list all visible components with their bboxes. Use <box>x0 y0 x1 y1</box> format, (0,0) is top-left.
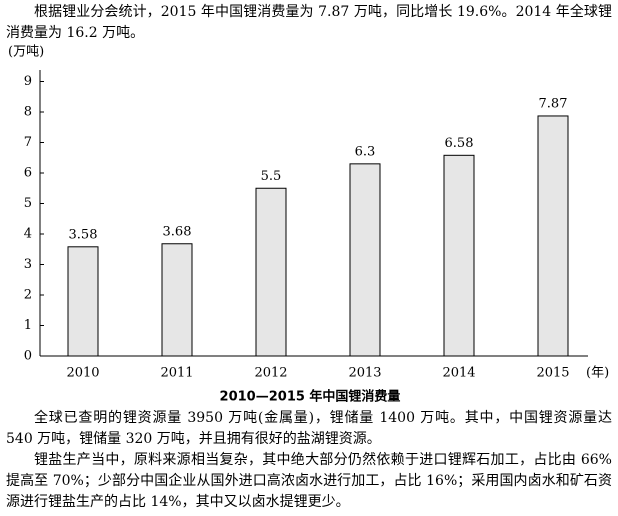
bar <box>67 246 99 357</box>
x-tick-label: 2012 <box>254 366 287 381</box>
value-label: 5.5 <box>261 169 282 184</box>
y-tick-label: 4 <box>24 227 32 242</box>
y-tick-label: 6 <box>24 166 32 181</box>
x-tick-label: 2013 <box>348 366 381 381</box>
value-label: 3.68 <box>163 224 192 239</box>
paragraph: 根据锂业分会统计，2015 年中国锂消费量为 7.87 万吨，同比增长 19.6… <box>6 4 612 41</box>
bar <box>255 187 287 357</box>
y-tick-label: 3 <box>24 257 32 272</box>
x-tick-label: 2010 <box>66 366 99 381</box>
y-tick-label: 0 <box>24 349 32 364</box>
x-axis-label: (年) <box>586 366 609 381</box>
paragraph: 全球已查明的锂资源量 3950 万吨(金属量)，锂储量 1400 万吨。其中，中… <box>6 410 612 447</box>
y-tick-label: 5 <box>24 196 32 211</box>
chart-title: 2010—2015 年中国锂消费量 <box>220 389 401 405</box>
x-tick-label: 2014 <box>442 366 475 381</box>
x-tick-label: 2015 <box>536 366 569 381</box>
chart: (万吨) (年) 2010—2015 年中国锂消费量 0 1 2 3 4 5 6 7 8 9 201… <box>8 45 609 405</box>
paragraph: 锂盐生产当中，原料来源相当复杂，其中绝大部分仍然依赖于进口锂辉石加工，占比由 6… <box>6 452 612 510</box>
bar <box>443 154 475 357</box>
bar <box>161 243 193 357</box>
y-tick-label: 9 <box>24 74 32 89</box>
y-tick-label: 7 <box>24 135 32 150</box>
y-axis-label: (万吨) <box>8 45 44 60</box>
value-label: 3.58 <box>69 227 98 242</box>
y-tick-label: 8 <box>24 105 32 120</box>
x-tick-label: 2011 <box>160 366 193 381</box>
bar <box>537 115 569 357</box>
y-tick-label: 1 <box>24 318 32 333</box>
y-tick-label: 2 <box>24 288 32 303</box>
value-label: 6.58 <box>445 136 474 151</box>
bar <box>349 163 381 357</box>
value-label: 6.3 <box>355 144 376 159</box>
value-label: 7.87 <box>539 96 568 111</box>
